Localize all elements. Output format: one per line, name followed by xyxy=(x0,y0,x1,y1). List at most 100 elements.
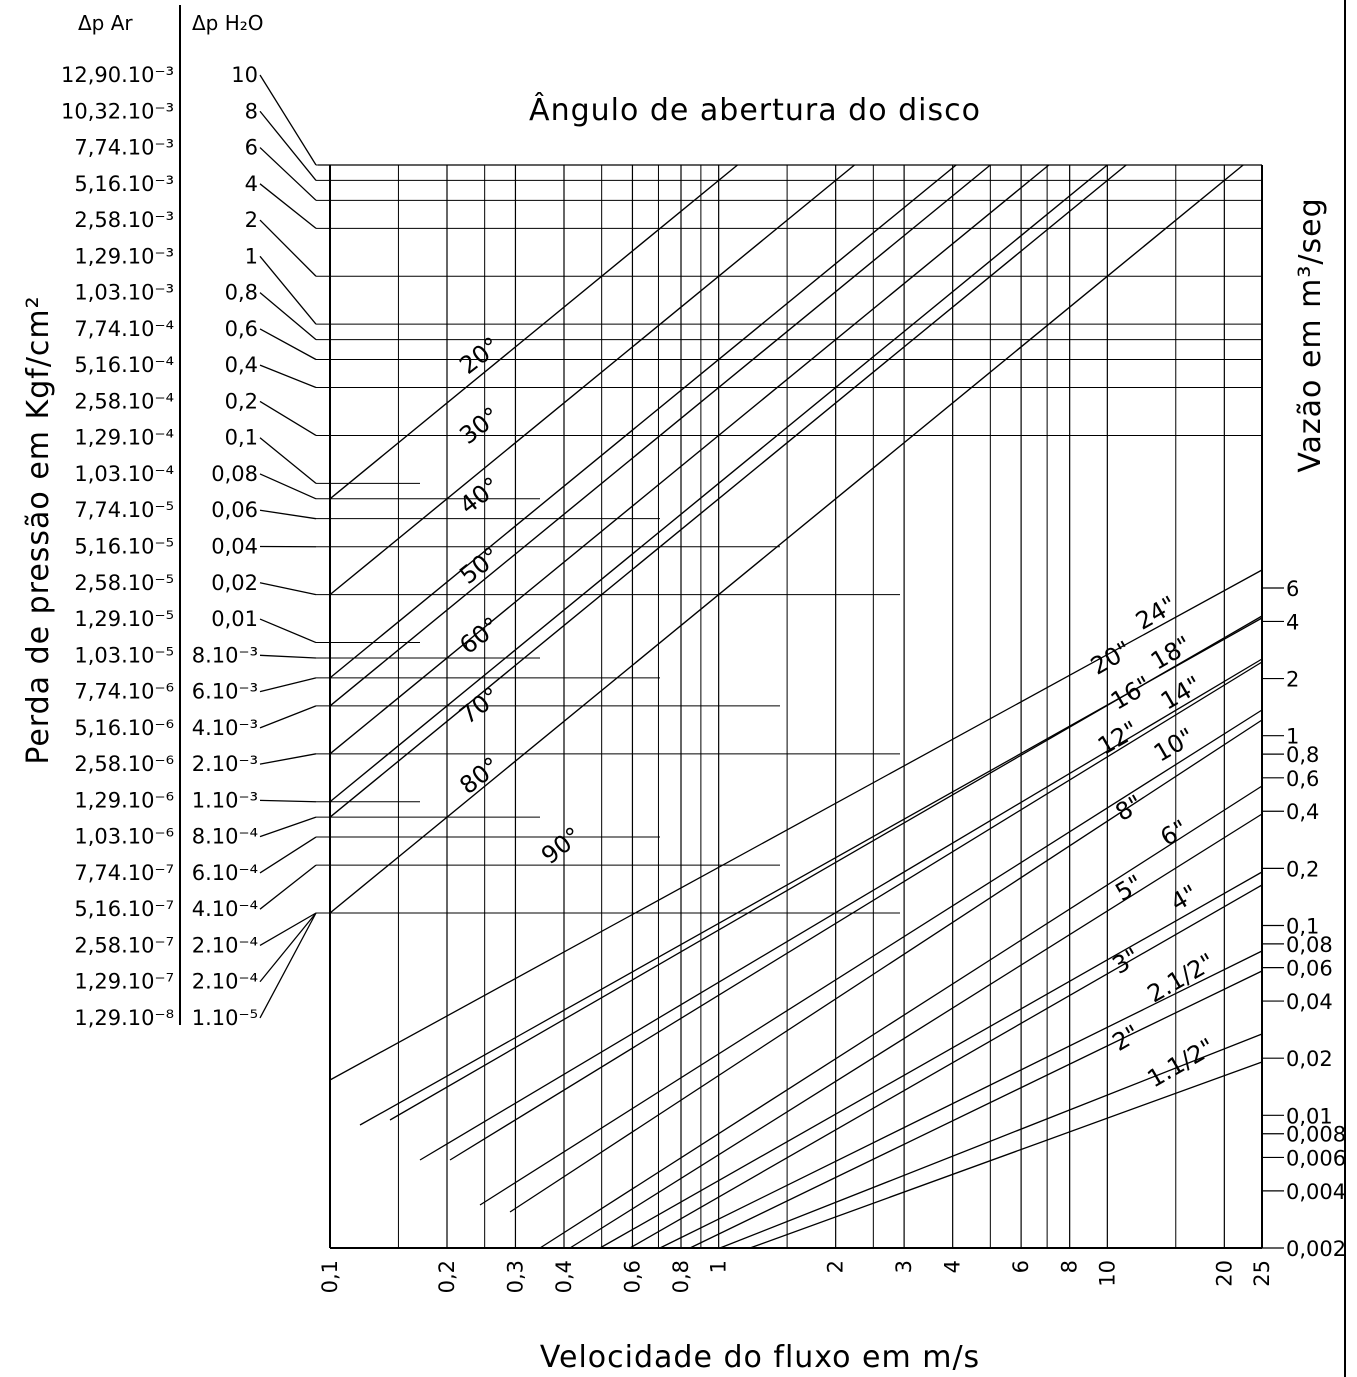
h2o-scale-leader xyxy=(259,582,317,596)
angle-line xyxy=(329,164,1050,755)
angle-label: 60° xyxy=(454,612,505,660)
h2o-scale-leader xyxy=(259,864,317,910)
h2o-scale-leader xyxy=(259,799,317,803)
h2o-scale-leader xyxy=(259,912,317,983)
diameter-label: 10" xyxy=(1149,723,1199,768)
h2o-scale-leader xyxy=(259,219,317,277)
x-tick-label: 0,1 xyxy=(318,1260,342,1293)
flow-tick-label: 6 xyxy=(1286,577,1299,601)
ar-scale-label: 1,03.10⁻⁶ xyxy=(74,825,174,849)
diameter-line xyxy=(389,615,1263,1121)
h2o-scale-leader xyxy=(259,183,317,229)
angle-label: 50° xyxy=(454,542,505,590)
right-axis-label: Vazão em m³/seg xyxy=(1293,197,1328,472)
angle-label: 30° xyxy=(454,402,505,450)
h2o-scale-label: 0,8 xyxy=(225,281,258,305)
angle-label: 90° xyxy=(536,822,587,870)
diameter-label: 24" xyxy=(1131,591,1181,636)
flow-tick-label: 0,02 xyxy=(1286,1047,1333,1071)
ar-scale-label: 5,16.10⁻⁴ xyxy=(74,353,174,377)
flow-tick-label: 0,002 xyxy=(1286,1237,1346,1261)
diameter-line xyxy=(329,569,1263,1081)
ar-scale-label: 7,74.10⁻⁶ xyxy=(74,680,174,704)
h2o-scale-leader xyxy=(259,836,317,874)
h2o-scale-leader xyxy=(259,677,317,693)
ar-scale-label: 5,16.10⁻⁶ xyxy=(74,716,174,740)
ar-scale-label: 2,58.10⁻³ xyxy=(74,208,174,232)
ar-scale-label: 2,58.10⁻⁷ xyxy=(74,933,174,957)
h2o-scale-leader xyxy=(259,400,317,437)
grid-lines xyxy=(316,164,1284,1249)
angle-line xyxy=(329,164,1127,818)
h2o-scale-label: 0,04 xyxy=(211,535,258,559)
ar-scale-label: 1,03.10⁻⁵ xyxy=(74,643,174,667)
x-tick-label: 0,8 xyxy=(669,1260,693,1293)
h2o-scale-label: 0,02 xyxy=(211,571,258,595)
diameter-line xyxy=(479,709,1263,1206)
flow-tick-label: 0,1 xyxy=(1286,915,1319,939)
h2o-scale-label: 4.10⁻⁴ xyxy=(192,897,258,921)
angle-label: 80° xyxy=(454,752,505,800)
flow-tick-label: 0,004 xyxy=(1286,1180,1346,1204)
h2o-scale-label: 10 xyxy=(231,63,258,87)
h2o-scale-label: 2.10⁻³ xyxy=(192,752,258,776)
header-h2o: Δp H₂O xyxy=(192,11,264,35)
flow-tick-label: 0,4 xyxy=(1286,800,1319,824)
h2o-scale-leader xyxy=(259,654,317,659)
ar-scale-label: 7,74.10⁻³ xyxy=(74,136,174,160)
h2o-scale-leader xyxy=(259,255,317,325)
diameter-label: 14" xyxy=(1156,671,1206,716)
h2o-scale-leader xyxy=(259,912,317,947)
flow-tick-label: 0,6 xyxy=(1286,767,1319,791)
flow-tick-label: 1 xyxy=(1286,725,1299,749)
flow-tick-label: 0,04 xyxy=(1286,990,1333,1014)
flow-tick-label: 0,008 xyxy=(1286,1123,1346,1147)
diameter-label: 6" xyxy=(1156,814,1193,851)
diameter-label: 4" xyxy=(1166,879,1203,916)
x-tick-label: 6 xyxy=(1009,1260,1033,1273)
diameter-line xyxy=(449,661,1263,1161)
h2o-scale-leader xyxy=(259,816,317,838)
angle-label: 70° xyxy=(454,682,505,730)
x-tick-label: 3 xyxy=(892,1260,916,1273)
h2o-scale-label: 6 xyxy=(245,136,258,160)
h2o-scale-leader xyxy=(259,437,317,484)
diameter-label: 3" xyxy=(1108,942,1145,979)
ar-scale-label: 1,03.10⁻³ xyxy=(74,281,174,305)
diameter-label: 8" xyxy=(1111,789,1148,826)
h2o-scale-leader xyxy=(259,753,317,765)
h2o-scale-label: 2.10⁻⁴ xyxy=(192,933,258,957)
h2o-scale-label: 4.10⁻³ xyxy=(192,716,258,740)
h2o-scale-leader xyxy=(259,110,317,181)
series-lines xyxy=(329,164,1263,1249)
ar-scale-label: 7,74.10⁻⁴ xyxy=(74,317,174,341)
diameter-label: 2.1/2" xyxy=(1143,948,1220,1009)
pressure-scales: 10 8 6 4 2 1 0,8 0,6 0,4 0,2 0,1 0,08 0,06 0,04 0,02 0,… xyxy=(61,63,317,1030)
h2o-scale-label: 0,2 xyxy=(225,389,258,413)
h2o-scale-leader xyxy=(259,912,317,1019)
chart-title: Ângulo de abertura do disco xyxy=(529,92,981,128)
flow-tick-label: 0,06 xyxy=(1286,957,1333,981)
angle-line xyxy=(329,164,991,707)
h2o-scale-label: 2.10⁻⁴ xyxy=(192,970,258,994)
angle-line xyxy=(329,164,1244,914)
angle-line xyxy=(329,164,957,679)
diameter-label: 20" xyxy=(1086,636,1136,681)
x-tick-label: 0,4 xyxy=(552,1260,576,1293)
h2o-scale-leader xyxy=(259,328,317,361)
h2o-scale-leader xyxy=(259,473,317,500)
x-tick-label: 8 xyxy=(1058,1260,1082,1273)
ar-scale-label: 2,58.10⁻⁴ xyxy=(74,389,174,413)
h2o-scale-label: 8 xyxy=(245,99,258,123)
ar-scale-label: 2,58.10⁻⁶ xyxy=(74,752,174,776)
diameter-line xyxy=(419,658,1263,1161)
flow-tick-label: 0,01 xyxy=(1286,1104,1333,1128)
ar-scale-label: 1,29.10⁻⁶ xyxy=(74,788,174,812)
h2o-scale-label: 8.10⁻³ xyxy=(192,643,258,667)
tick-labels: 0,1 0,2 0,3 0,4 0,6 0,8 1 2 3 4 6 8 10 20 2564210,80,6… xyxy=(318,577,1346,1293)
angle-label: 40° xyxy=(454,472,505,520)
angle-line xyxy=(329,164,1108,803)
x-tick-label: 2 xyxy=(824,1260,848,1273)
ar-scale-label: 7,74.10⁻⁷ xyxy=(74,861,174,885)
